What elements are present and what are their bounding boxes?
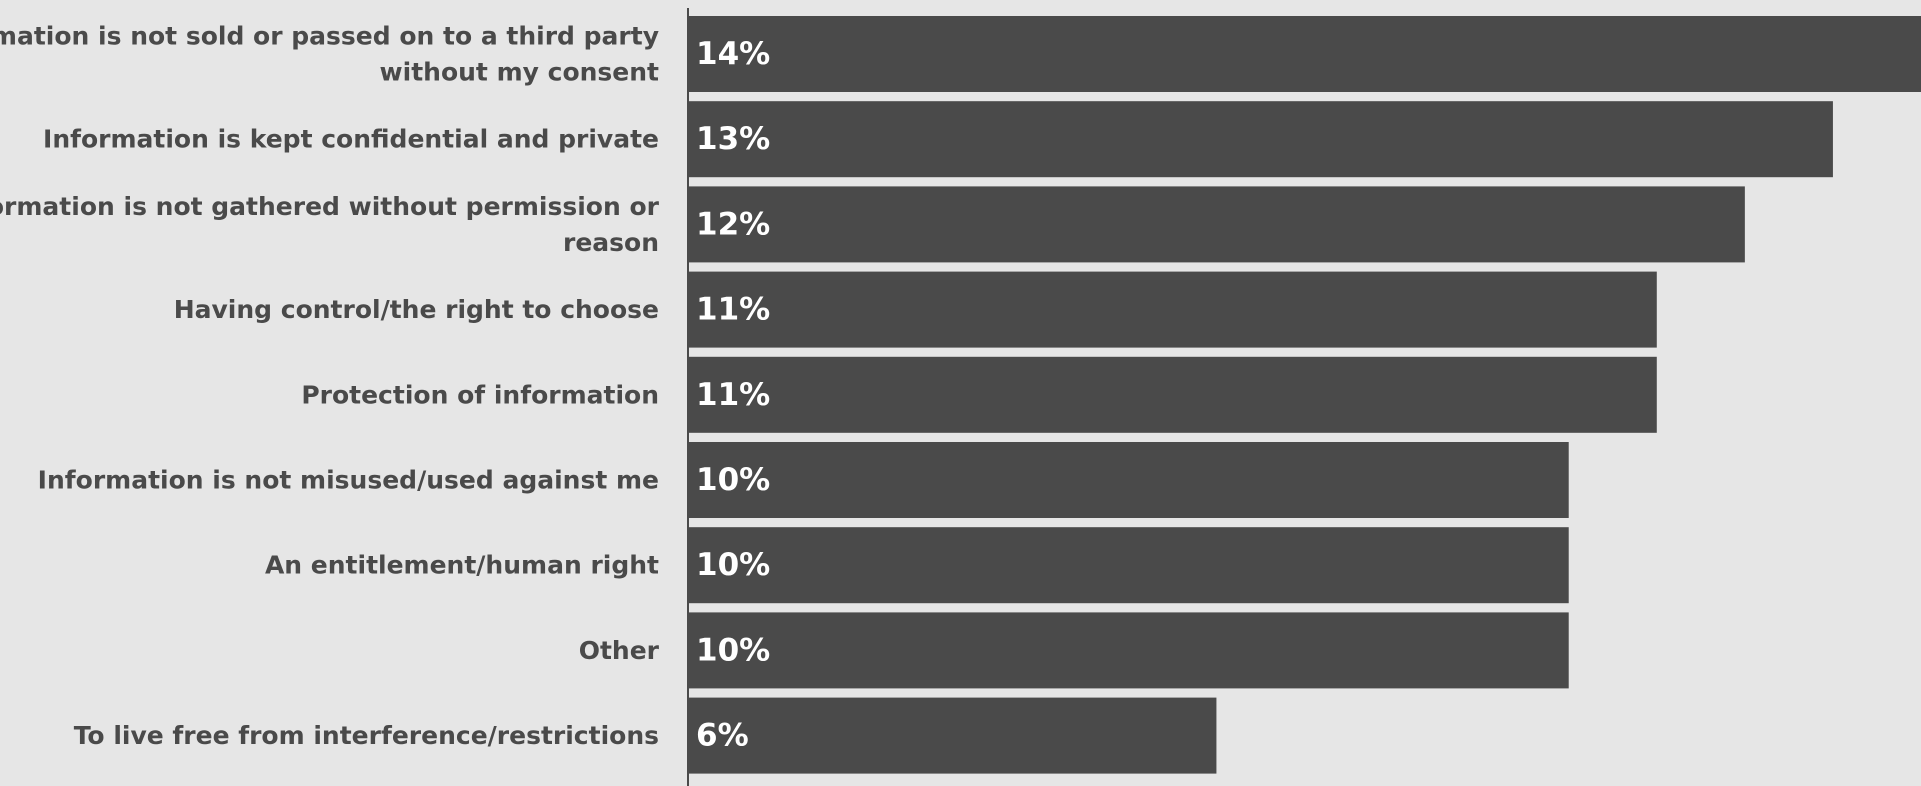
category-label-6: Information is not misused/used against … (38, 466, 659, 495)
value-label-3: 12% (696, 206, 770, 242)
bar-1 (688, 16, 1921, 92)
value-label-1: 14% (696, 36, 770, 72)
category-labels-layer: Information is not sold or passed on to … (0, 22, 660, 751)
bar-2 (688, 101, 1833, 178)
bar-7 (688, 527, 1569, 604)
value-label-7: 10% (696, 547, 770, 583)
category-label-line: Information is not misused/used against … (38, 466, 659, 495)
category-label-line: Information is not gathered without perm… (0, 192, 660, 221)
value-label-4: 11% (696, 292, 770, 328)
value-label-8: 10% (696, 632, 770, 668)
category-label-line: Information is not sold or passed on to … (0, 22, 659, 51)
bar-5 (688, 356, 1657, 433)
category-label-3: Information is not gathered without perm… (0, 192, 660, 257)
value-label-5: 11% (696, 377, 770, 413)
category-label-9: To live free from interference/restricti… (74, 721, 659, 750)
category-label-line: To live free from interference/restricti… (74, 721, 659, 750)
bar-4 (688, 271, 1657, 348)
value-label-6: 10% (696, 462, 770, 498)
bar-8 (688, 612, 1569, 689)
category-label-1: Information is not sold or passed on to … (0, 22, 659, 87)
category-label-line: Protection of information (301, 380, 659, 409)
value-label-9: 6% (696, 718, 749, 754)
category-label-5: Protection of information (301, 380, 659, 409)
category-label-2: Information is kept confidential and pri… (43, 125, 659, 154)
category-label-line: An entitlement/human right (265, 551, 659, 580)
bar-9 (688, 697, 1217, 774)
category-label-7: An entitlement/human right (265, 551, 659, 580)
bar-3 (688, 186, 1745, 263)
category-label-line: reason (563, 228, 659, 257)
category-label-4: Having control/the right to choose (174, 295, 659, 324)
category-label-line: Information is kept confidential and pri… (43, 125, 659, 154)
bars-layer: 14% 13% 12% 11% 11% 10% 10% 10% 6% (688, 16, 1921, 774)
category-label-line: without my consent (380, 58, 660, 87)
category-label-line: Having control/the right to choose (174, 295, 659, 324)
category-label-8: Other (579, 636, 660, 665)
value-label-2: 13% (696, 121, 770, 157)
bar-6 (688, 442, 1569, 518)
category-label-line: Other (579, 636, 660, 665)
